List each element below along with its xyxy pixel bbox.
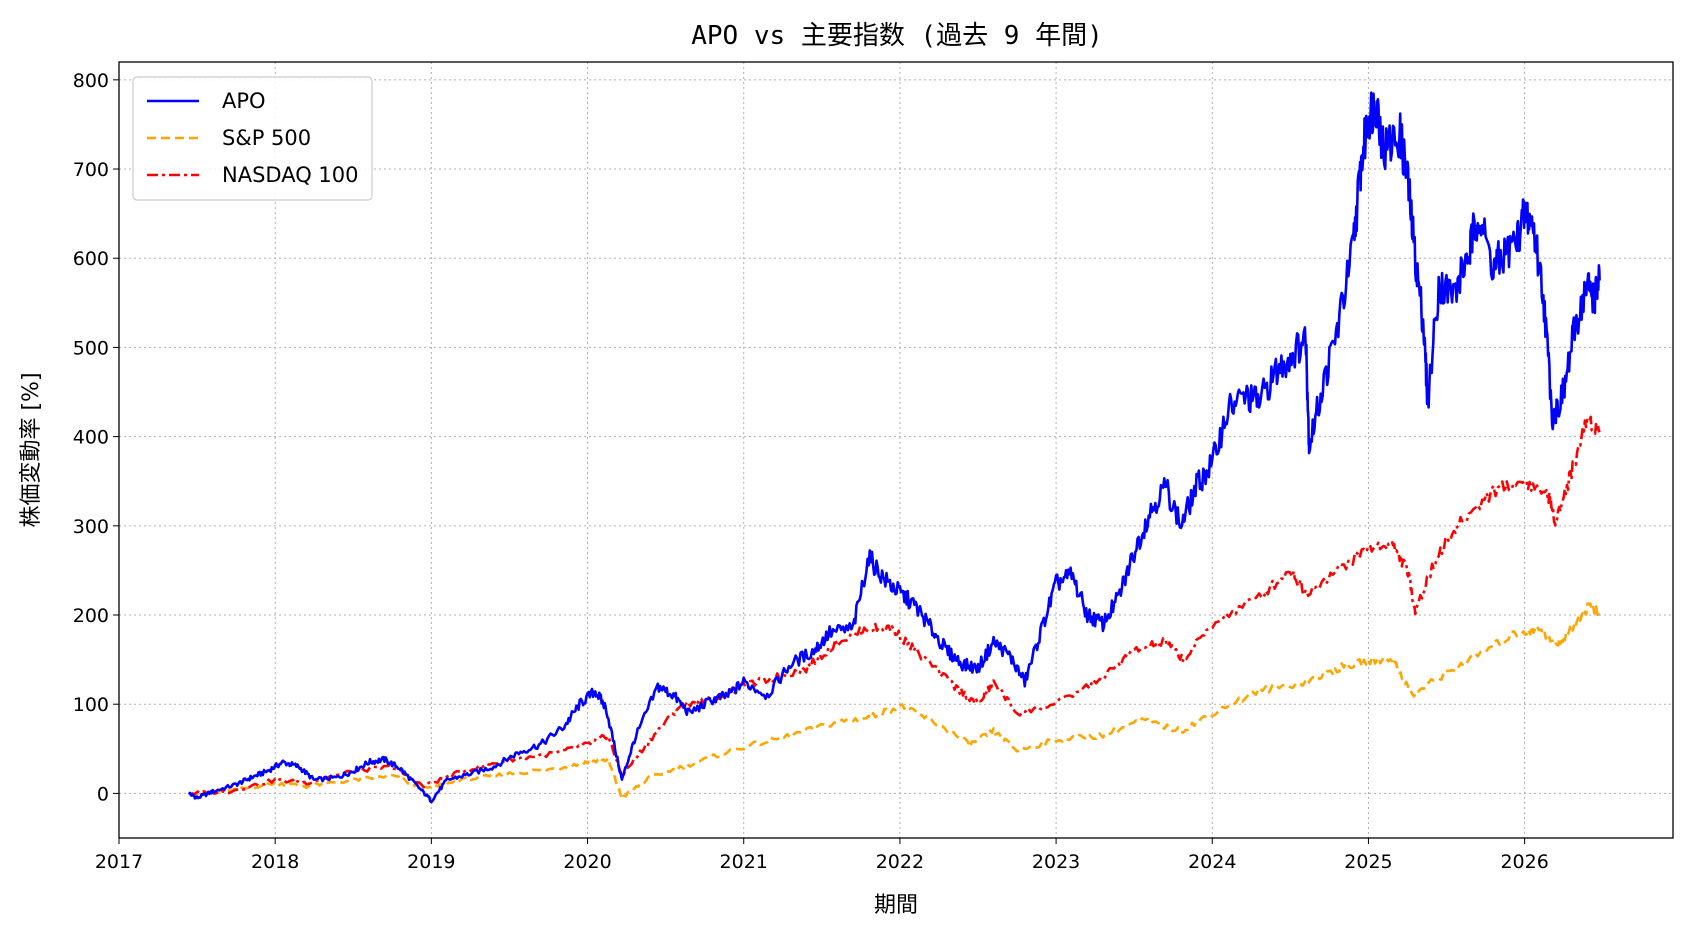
x-tick-label: 2020: [563, 851, 611, 873]
legend: APO S&P 500 NASDAQ 100: [132, 76, 373, 201]
chart-title: APO vs 主要指数 (過去 9 年間): [691, 21, 1103, 51]
y-axis-ticks: 0 100 200 300 400 500 600 700 800: [73, 70, 119, 805]
y-axis-label: 株価変動率 [%]: [19, 372, 44, 527]
y-tick-label: 700: [73, 159, 109, 181]
x-axis-ticks: 2017 2018 2019 2020 2021 2022 2023 2024 2025 2026: [95, 838, 1549, 873]
x-axis-label: 期間: [874, 893, 918, 918]
legend-label: NASDAQ 100: [222, 163, 359, 187]
x-tick-label: 2025: [1344, 851, 1392, 873]
plot-frame: [118, 61, 1674, 839]
y-tick-label: 300: [73, 516, 109, 538]
y-tick-label: 600: [73, 248, 109, 270]
x-tick-label: 2026: [1500, 851, 1548, 873]
series-line-nasdaq-100: [189, 415, 1601, 796]
y-tick-label: 100: [73, 694, 109, 716]
x-tick-label: 2018: [251, 851, 299, 873]
y-tick-label: 0: [97, 783, 109, 805]
y-tick-label: 200: [73, 605, 109, 627]
x-tick-label: 2019: [407, 851, 455, 873]
x-tick-label: 2022: [876, 851, 924, 873]
series-layer: [188, 91, 1601, 804]
grid-lines: [118, 62, 1673, 838]
legend-label: APO: [222, 89, 266, 113]
series-line-apo: [188, 91, 1601, 804]
legend-label: S&P 500: [222, 126, 311, 150]
y-tick-label: 800: [73, 70, 109, 92]
y-tick-label: 400: [73, 427, 109, 449]
x-tick-label: 2024: [1188, 851, 1236, 873]
legend-box: [132, 76, 373, 201]
y-tick-label: 500: [73, 337, 109, 359]
x-tick-label: 2023: [1032, 851, 1080, 873]
x-tick-label: 2021: [720, 851, 768, 873]
x-tick-label: 2017: [95, 851, 143, 873]
